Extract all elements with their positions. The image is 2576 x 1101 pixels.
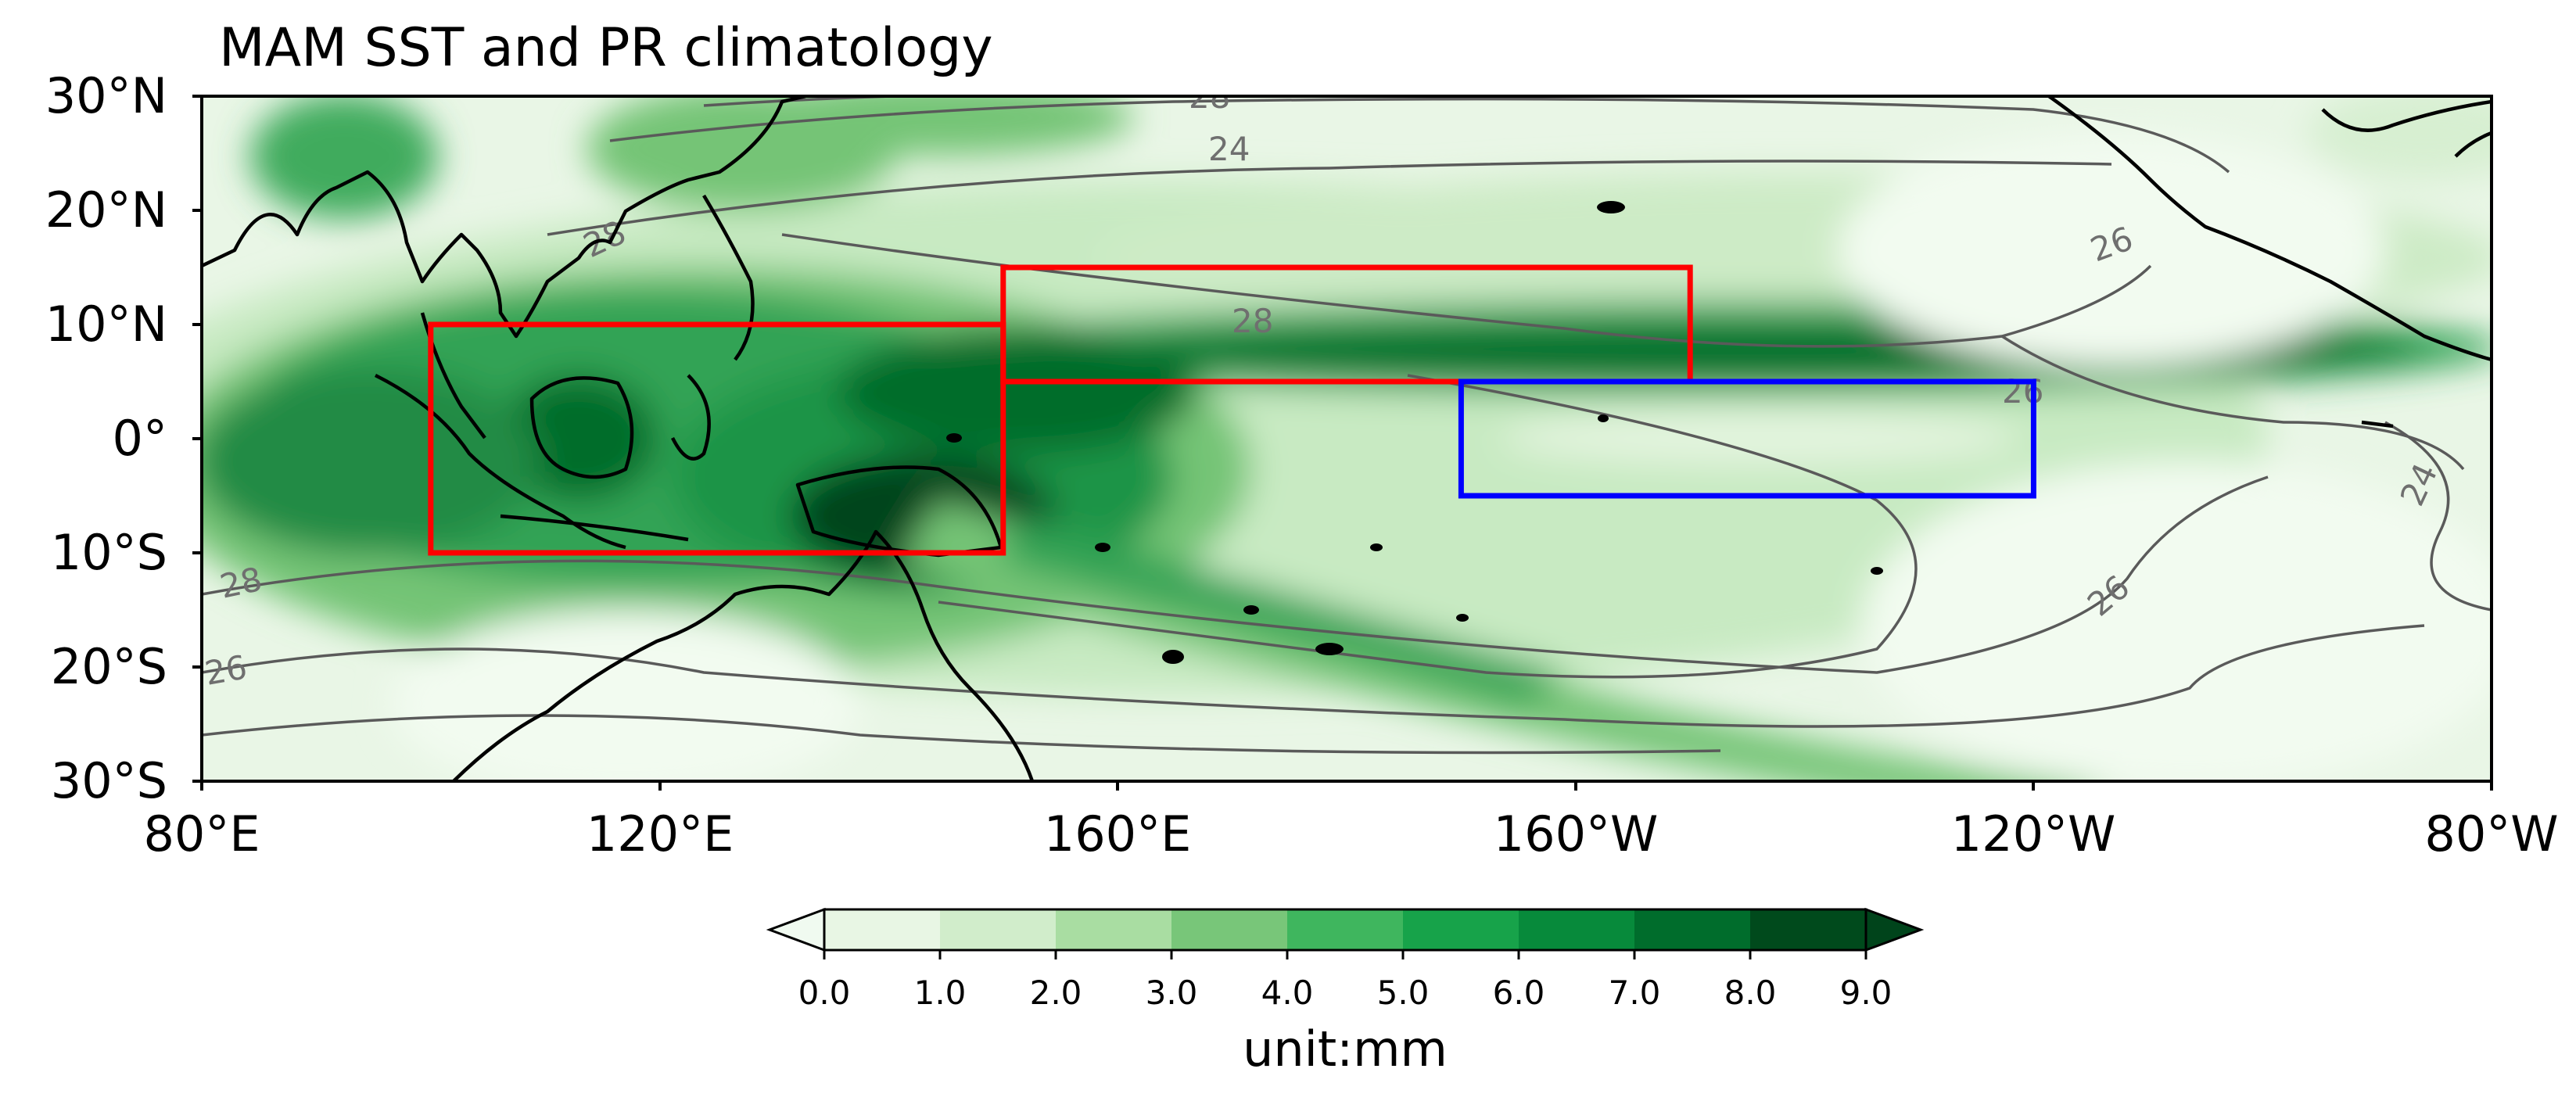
contour-label: 28 xyxy=(217,560,265,606)
precip-field: 28 24 28 26 28 26 28 26 26 24 xyxy=(202,77,2492,781)
colorbar-tick: 3.0 xyxy=(1145,974,1198,1012)
colorbar-tick: 7.0 xyxy=(1608,974,1661,1012)
colorbar xyxy=(766,907,1925,959)
colorbar-tick: 1.0 xyxy=(913,974,967,1012)
colorbar-frame xyxy=(823,908,1867,952)
lat-label: 0° xyxy=(112,410,167,467)
colorbar-label: unit:mm xyxy=(1243,1020,1448,1078)
lat-label: 20°S xyxy=(50,638,167,695)
colorbar-segment xyxy=(1519,909,1634,950)
contour-label: 28 xyxy=(1189,77,1230,116)
colorbar-tick: 4.0 xyxy=(1261,974,1314,1012)
lon-label: 120°W xyxy=(1950,805,2116,863)
colorbar-segment xyxy=(1287,909,1403,950)
colorbar-tick: 0.0 xyxy=(798,974,851,1012)
lat-label: 10°N xyxy=(45,296,167,353)
axis-ticks xyxy=(192,95,2493,791)
lat-label: 30°S xyxy=(50,752,167,809)
colorbar-extend-min xyxy=(766,907,826,952)
colorbar-segment xyxy=(940,909,1056,950)
lon-label: 160°W xyxy=(1493,805,1659,863)
sst-contours xyxy=(202,96,2492,755)
lon-label: 80°W xyxy=(2424,805,2559,863)
colorbar-tick: 8.0 xyxy=(1724,974,1777,1012)
contour-label: 24 xyxy=(1208,130,1250,168)
region-box-east xyxy=(1458,378,2036,499)
colorbar-segment xyxy=(1171,909,1287,950)
contour-label: 26 xyxy=(2002,372,2043,411)
contour-label: 28 xyxy=(1232,302,1273,340)
colorbar-tick: 5.0 xyxy=(1376,974,1430,1012)
region-boxes xyxy=(428,264,2036,556)
lon-label: 160°E xyxy=(1043,805,1192,863)
lat-label: 30°N xyxy=(45,67,167,124)
contour-label: 26 xyxy=(202,647,249,693)
map-title: MAM SST and PR climatology xyxy=(219,17,993,79)
lat-label: 20°N xyxy=(45,181,167,238)
lon-label: 80°E xyxy=(143,805,260,863)
colorbar-tick: 6.0 xyxy=(1492,974,1545,1012)
region-box-north xyxy=(1000,264,1693,385)
colorbar-segment xyxy=(1056,909,1171,950)
lat-label: 10°S xyxy=(50,524,167,581)
region-box-west xyxy=(428,321,1006,556)
colorbar-segment xyxy=(824,909,940,950)
colorbar-extend-max xyxy=(1864,907,1925,952)
colorbar-tick: 9.0 xyxy=(1839,974,1893,1012)
colorbar-tick: 2.0 xyxy=(1029,974,1082,1012)
islands xyxy=(946,201,1883,664)
colorbar-segment xyxy=(1634,909,1750,950)
coastlines xyxy=(202,96,2492,781)
colorbar-segment xyxy=(1750,909,1866,950)
colorbar-segment xyxy=(1403,909,1519,950)
lon-label: 120°E xyxy=(586,805,734,863)
